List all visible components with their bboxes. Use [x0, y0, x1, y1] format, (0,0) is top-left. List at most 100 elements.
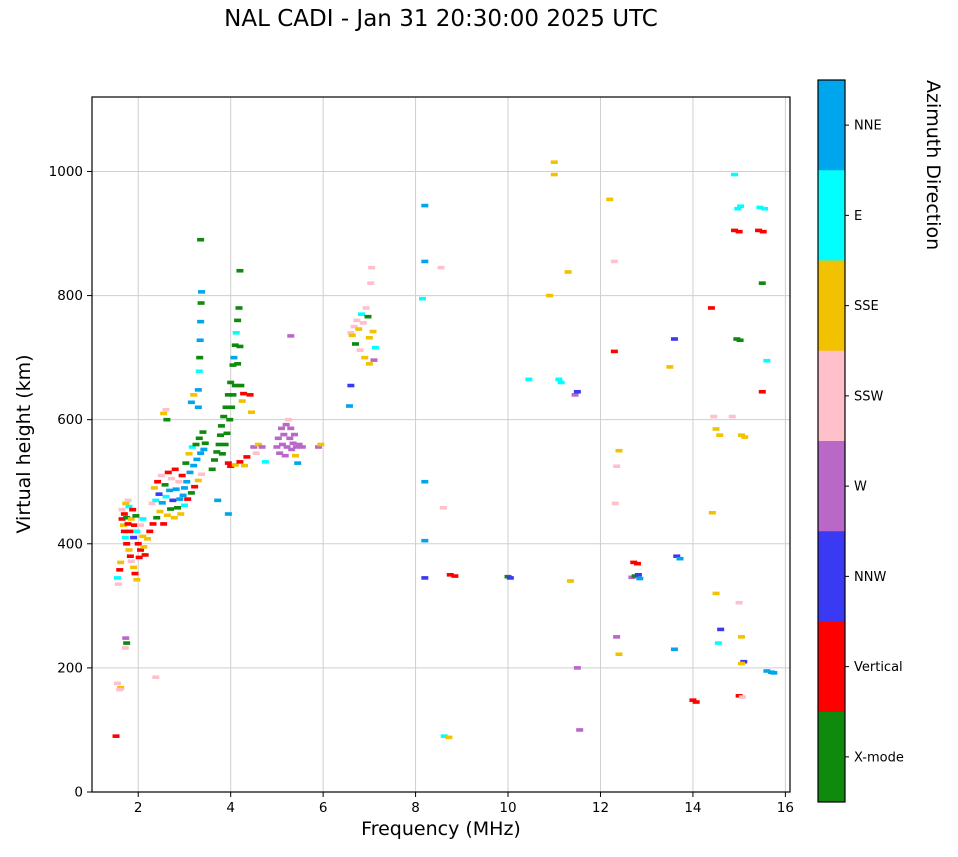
data-point — [190, 463, 198, 468]
data-point — [217, 433, 225, 437]
data-point — [164, 470, 172, 475]
data-point — [707, 306, 715, 310]
data-point — [196, 355, 204, 360]
data-point — [160, 522, 168, 526]
data-point — [291, 453, 299, 458]
data-point — [229, 393, 237, 397]
y-tick-label: 1000 — [49, 164, 83, 180]
data-point — [289, 441, 297, 446]
data-point — [633, 561, 641, 566]
data-point — [122, 501, 130, 506]
data-point — [370, 358, 378, 362]
data-point — [295, 442, 303, 447]
data-point — [737, 635, 745, 639]
data-point — [445, 735, 453, 740]
data-point — [195, 369, 203, 374]
data-point — [550, 160, 558, 164]
data-point — [576, 728, 584, 732]
data-point — [670, 337, 678, 341]
data-point — [193, 457, 201, 462]
data-point — [315, 445, 323, 449]
data-point — [274, 436, 282, 441]
data-point — [222, 405, 230, 410]
data-point — [166, 488, 174, 493]
data-point — [146, 529, 154, 534]
data-point — [613, 635, 621, 639]
data-point — [213, 450, 221, 454]
data-point — [152, 498, 160, 503]
data-point — [737, 204, 745, 209]
data-point — [440, 734, 448, 738]
data-point — [120, 512, 128, 516]
data-point — [125, 548, 133, 552]
data-point — [546, 293, 554, 298]
data-point — [740, 659, 748, 664]
colorbar-segment-x-mode — [818, 711, 845, 803]
data-point — [127, 517, 135, 521]
data-point — [150, 486, 158, 490]
y-tick-label: 0 — [74, 785, 83, 801]
y-axis-label: Virtual height (km) — [13, 354, 35, 534]
data-point — [133, 577, 141, 582]
data-point — [756, 205, 764, 210]
data-point — [250, 445, 258, 449]
data-point — [606, 197, 614, 202]
data-point — [506, 576, 514, 580]
data-point — [192, 442, 200, 447]
data-point — [194, 388, 202, 392]
x-tick-label: 12 — [592, 800, 609, 816]
data-point — [188, 445, 196, 449]
y-tick-label: 800 — [57, 288, 83, 304]
data-point — [234, 362, 242, 366]
data-point — [122, 636, 130, 640]
data-point — [154, 479, 162, 484]
colorbar-segment-vertical — [818, 621, 845, 713]
data-point — [231, 383, 239, 388]
data-point — [224, 461, 232, 465]
data-point — [112, 734, 120, 738]
data-point — [130, 565, 138, 570]
data-point — [201, 441, 209, 446]
data-point — [714, 641, 722, 645]
data-point — [116, 687, 124, 692]
data-point — [290, 432, 298, 437]
data-point — [168, 476, 176, 481]
colorbar-axis-label: Azimuth Direction — [922, 80, 944, 251]
data-point — [365, 335, 373, 340]
data-point — [636, 576, 644, 581]
data-point — [369, 329, 377, 334]
colorbar-tick-label: SSE — [854, 299, 879, 314]
data-point — [118, 517, 126, 521]
data-point — [525, 377, 533, 382]
data-point — [770, 671, 778, 675]
data-point — [357, 312, 365, 316]
data-point — [573, 389, 581, 394]
data-point — [241, 463, 249, 468]
data-point — [210, 458, 218, 462]
data-point — [194, 478, 202, 483]
data-point — [670, 647, 678, 652]
data-point — [361, 355, 369, 360]
data-point — [281, 453, 289, 458]
data-point — [761, 206, 769, 211]
data-point — [278, 442, 286, 447]
data-point — [573, 666, 581, 670]
data-point — [183, 479, 191, 484]
data-point — [156, 509, 164, 514]
data-point — [132, 514, 140, 518]
data-point — [347, 383, 355, 388]
data-point — [355, 327, 363, 331]
data-point — [163, 513, 171, 518]
data-point — [127, 559, 135, 563]
data-point — [116, 568, 124, 572]
data-point — [759, 229, 767, 234]
data-point — [359, 321, 367, 325]
data-point — [712, 427, 720, 431]
data-point — [162, 494, 170, 499]
data-point — [610, 349, 618, 354]
data-point — [131, 523, 139, 527]
data-point — [197, 301, 205, 305]
data-point — [557, 380, 565, 385]
data-point — [121, 535, 129, 540]
data-point — [367, 281, 375, 285]
